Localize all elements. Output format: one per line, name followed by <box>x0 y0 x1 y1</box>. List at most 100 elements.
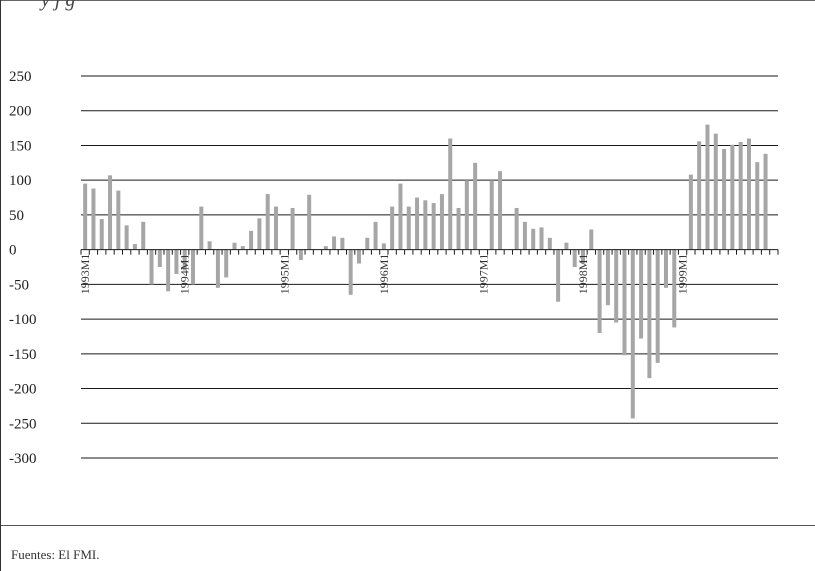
bar <box>456 207 461 250</box>
bar <box>705 124 710 250</box>
bar <box>605 249 610 306</box>
bar <box>738 141 743 250</box>
bar <box>149 249 154 285</box>
y-tick-label: -200 <box>9 382 37 398</box>
bar <box>464 180 469 250</box>
x-tick-label: 1994M1 <box>178 254 192 295</box>
bar <box>473 162 478 250</box>
gridlines <box>81 75 778 459</box>
bars <box>83 124 768 419</box>
x-tick-label: 1995M1 <box>277 254 291 295</box>
bar <box>630 249 635 419</box>
bar <box>356 249 361 264</box>
bar <box>232 242 237 250</box>
y-tick-label: -50 <box>9 277 29 293</box>
bar <box>622 249 627 356</box>
x-tick-label: 1997M1 <box>476 254 490 295</box>
bar <box>373 221 378 250</box>
source-note: Fuentes: El FMI. <box>11 547 100 562</box>
bar <box>132 244 137 250</box>
bar <box>655 249 660 363</box>
bar <box>663 249 668 288</box>
bar <box>307 194 312 250</box>
bar <box>249 230 254 250</box>
y-axis-tick-labels: 250 200 150 100 50 0 -50 -100 -150 -200 -250 -300 <box>9 69 37 467</box>
bar <box>556 249 561 302</box>
y-tick-label: 0 <box>9 243 17 259</box>
bar <box>174 249 179 274</box>
bar <box>597 249 602 333</box>
bar <box>166 249 171 292</box>
top-rule <box>1 0 815 1</box>
bar <box>431 203 436 250</box>
y-tick-label: 50 <box>9 208 24 224</box>
bar <box>713 133 718 250</box>
y-tick-label: 150 <box>9 138 32 154</box>
bar <box>332 236 337 250</box>
x-axis-tick-labels: 1993M1 1994M1 1995M1 1996M1 1997M1 1998M1 1999… <box>78 254 690 295</box>
bar <box>572 249 577 267</box>
bar <box>755 162 760 250</box>
bar <box>522 221 527 250</box>
bar <box>589 229 594 250</box>
bar <box>514 207 519 250</box>
bar <box>722 148 727 250</box>
bar <box>415 197 420 250</box>
bar <box>448 138 453 250</box>
bar <box>365 237 370 250</box>
bar <box>672 249 677 328</box>
bar <box>108 175 113 250</box>
y-tick-label: 200 <box>9 104 32 120</box>
bar <box>539 227 544 250</box>
y-tick-label: 250 <box>9 69 32 85</box>
bar <box>688 174 693 250</box>
bar <box>141 221 146 250</box>
bar <box>298 249 303 261</box>
bar <box>746 138 751 250</box>
bar <box>240 246 245 250</box>
bar <box>390 206 395 250</box>
bar <box>614 249 619 323</box>
bar <box>406 206 411 250</box>
bar <box>215 249 220 288</box>
y-tick-label: -300 <box>9 451 37 467</box>
bar <box>257 218 262 250</box>
x-tick-label: 1999M1 <box>676 254 690 295</box>
y-tick-label: -250 <box>9 416 37 432</box>
footer-rule <box>1 525 815 526</box>
chart-title-fragment: y j g <box>41 0 76 11</box>
bar <box>116 190 121 250</box>
bar <box>647 249 652 379</box>
bar <box>99 219 104 250</box>
bar <box>381 243 386 250</box>
bar <box>323 246 328 250</box>
x-tick-label: 1993M1 <box>78 254 92 295</box>
bar <box>340 237 345 250</box>
bar <box>91 188 96 250</box>
x-tick-label: 1996M1 <box>377 254 391 295</box>
bar <box>581 249 586 264</box>
bar-chart: 250 200 150 100 50 0 -50 -100 -150 -200 -250 -300 1… <box>9 69 779 467</box>
bar <box>182 249 187 271</box>
bar <box>730 144 735 250</box>
bar <box>273 206 278 250</box>
y-tick-label: -150 <box>9 347 37 363</box>
bar <box>564 242 569 250</box>
bar <box>199 206 204 250</box>
bar <box>265 194 270 250</box>
x-tick-label: 1998M1 <box>576 254 590 295</box>
bar <box>83 183 88 250</box>
y-tick-label: 100 <box>9 173 32 189</box>
bar <box>207 241 212 250</box>
y-tick-label: -100 <box>9 312 37 328</box>
bar <box>697 141 702 250</box>
x-axis <box>80 249 779 255</box>
bar <box>423 200 428 250</box>
bar <box>498 171 503 250</box>
bar <box>157 249 162 267</box>
bar <box>489 180 494 250</box>
bar <box>224 249 229 278</box>
bar <box>398 183 403 250</box>
bar <box>639 249 644 339</box>
